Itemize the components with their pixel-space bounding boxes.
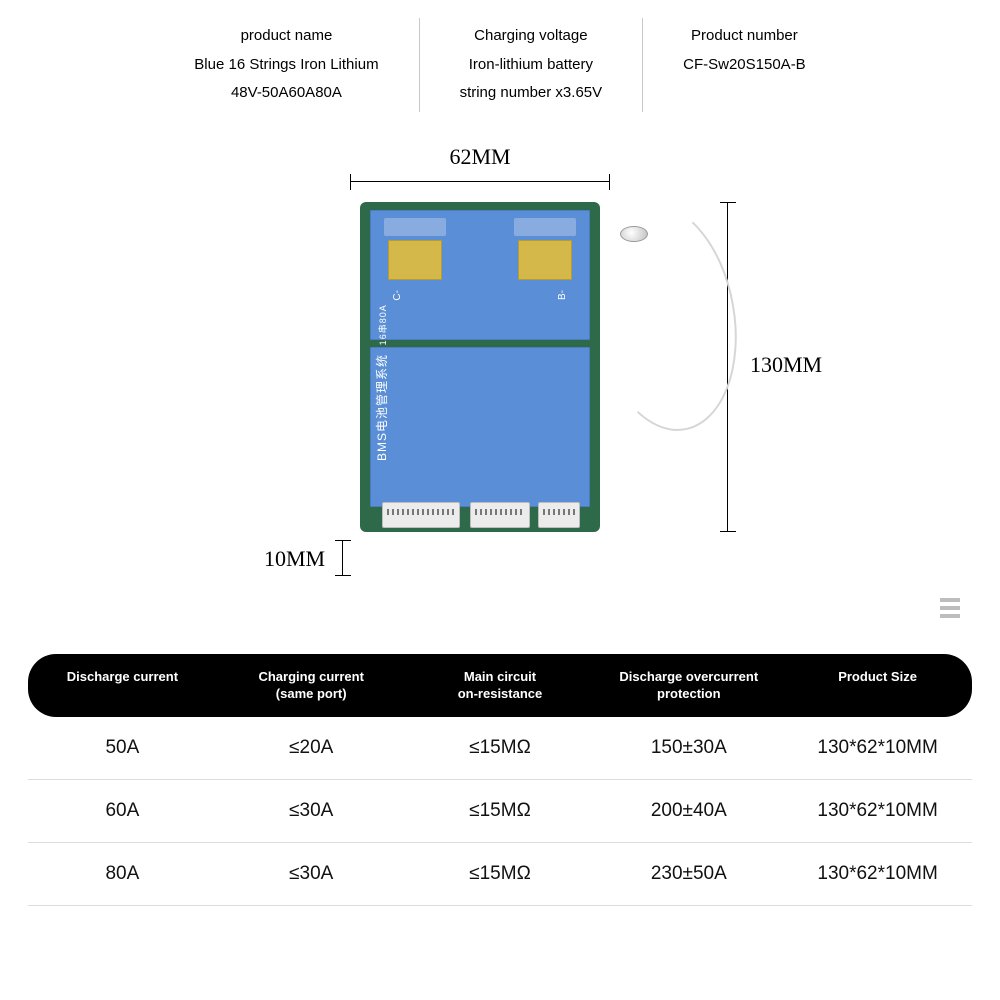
- info-line: string number x3.65V: [460, 79, 603, 108]
- info-row: product name Blue 16 Strings Iron Lithiu…: [0, 0, 1000, 112]
- table-row: 80A ≤30A ≤15MΩ 230±50A 130*62*10MM: [28, 843, 972, 906]
- connector: [382, 502, 460, 528]
- info-line: Iron-lithium battery: [460, 51, 603, 80]
- cell: ≤20A: [217, 737, 406, 759]
- texture-zone: [384, 218, 446, 236]
- connector: [470, 502, 530, 528]
- gold-pad: [518, 240, 572, 280]
- bms-title: BMS电池管理系统 16串80A: [373, 304, 390, 461]
- cell: 130*62*10MM: [783, 737, 972, 759]
- connector: [538, 502, 580, 528]
- cell: 80A: [28, 863, 217, 885]
- col-header: Discharge overcurrentprotection: [594, 668, 783, 703]
- cell: ≤15MΩ: [406, 863, 595, 885]
- cell: ≤15MΩ: [406, 737, 595, 759]
- heatsink-top: C- B-: [370, 210, 590, 340]
- terminal-label: C-: [392, 290, 403, 301]
- table-row: 60A ≤30A ≤15MΩ 200±40A 130*62*10MM: [28, 780, 972, 843]
- col-header: Main circuiton-resistance: [406, 668, 595, 703]
- cell: 130*62*10MM: [783, 800, 972, 822]
- bms-specs-right: 注：V+、K V-、K V+可接固电开关、温控、GPS模块、蓝牙: [548, 515, 570, 635]
- spec-table: Discharge current Charging current(same …: [0, 654, 1000, 906]
- info-title: product name: [194, 22, 378, 51]
- temperature-probe: [620, 226, 648, 242]
- info-line: 48V-50A60A80A: [194, 79, 378, 108]
- decoration-swatches: [940, 598, 960, 618]
- dimension-depth-label: 10MM: [264, 546, 325, 572]
- spec-table-header: Discharge current Charging current(same …: [28, 654, 972, 717]
- info-line: CF-Sw20S150A-B: [683, 51, 806, 80]
- cell: ≤30A: [217, 863, 406, 885]
- dimension-depth-bar: [335, 540, 351, 576]
- info-cell-product-number: Product number CF-Sw20S150A-B: [643, 18, 846, 112]
- cell: 200±40A: [594, 800, 783, 822]
- info-cell-charging-voltage: Charging voltage Iron-lithium battery st…: [420, 18, 644, 112]
- dimension-height-label: 130MM: [750, 352, 822, 378]
- cell: 60A: [28, 800, 217, 822]
- info-line: Blue 16 Strings Iron Lithium: [194, 51, 378, 80]
- terminal-label: B-: [557, 290, 568, 300]
- heatsink-bottom: BMS电池管理系统 16串80A 电芯类型：铁锂过充电压：3.65V过放电压：2…: [370, 347, 590, 507]
- cell: 230±50A: [594, 863, 783, 885]
- bms-specs-left: 电芯类型：铁锂过充电压：3.65V过放电压：2.35V充电均衡：同口放电电流＜8…: [414, 515, 481, 635]
- info-title: Charging voltage: [460, 22, 603, 51]
- dimension-width-bar: [350, 174, 610, 190]
- gold-pad: [388, 240, 442, 280]
- dimension-width-label: 62MM: [350, 144, 610, 170]
- table-row: 50A ≤20A ≤15MΩ 150±30A 130*62*10MM: [28, 717, 972, 780]
- col-header: Product Size: [783, 668, 972, 703]
- bms-board: C- B- BMS电池管理系统 16串80A 电芯类型：铁锂过充电压：3.65V…: [360, 202, 600, 532]
- col-header: Discharge current: [28, 668, 217, 703]
- cell: 50A: [28, 737, 217, 759]
- col-header: Charging current(same port): [217, 668, 406, 703]
- texture-zone: [514, 218, 576, 236]
- info-cell-product-name: product name Blue 16 Strings Iron Lithiu…: [154, 18, 419, 112]
- cell: ≤15MΩ: [406, 800, 595, 822]
- cell: ≤30A: [217, 800, 406, 822]
- cell: 150±30A: [594, 737, 783, 759]
- info-title: Product number: [683, 22, 806, 51]
- cell: 130*62*10MM: [783, 863, 972, 885]
- product-diagram: 62MM 130MM 10MM C- B- BMS电池管理系统 16串80A 电…: [0, 132, 1000, 612]
